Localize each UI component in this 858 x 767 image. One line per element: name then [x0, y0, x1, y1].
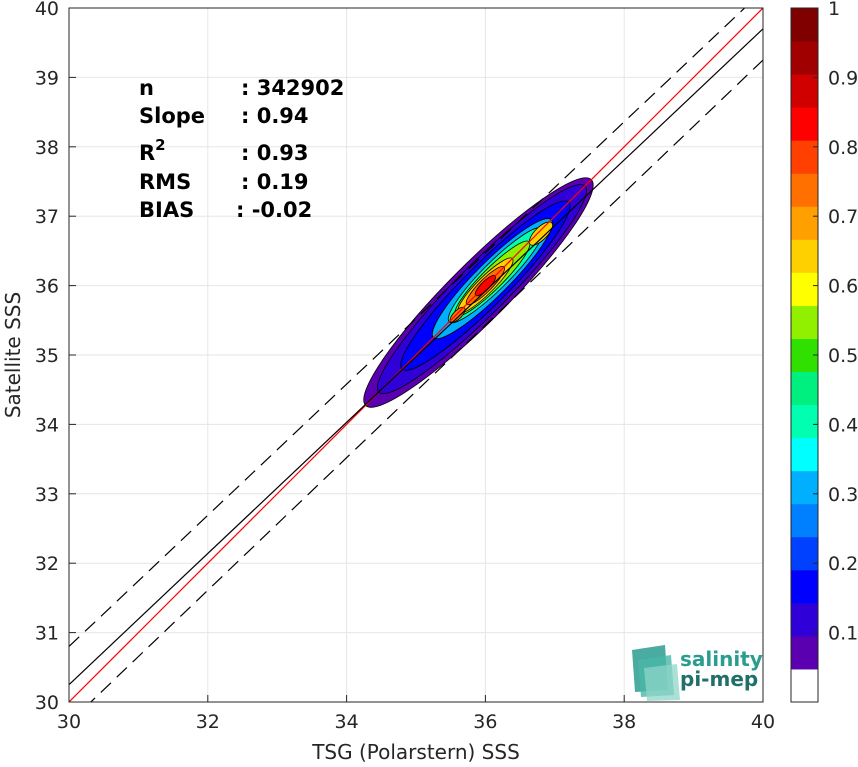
colorbar-segment	[791, 239, 818, 273]
colorbar-segment	[791, 668, 818, 703]
salinity-pi-mep-logo: salinity pi-mep	[632, 645, 763, 701]
logo-line2: pi-mep	[680, 667, 758, 691]
colorbar-segment	[791, 569, 818, 604]
colorbar-segment	[791, 635, 818, 670]
colorbar-segment	[791, 8, 818, 42]
y-tick-label: 40	[35, 0, 59, 20]
stat-value: : -0.02	[236, 198, 312, 222]
one-to-one-line	[69, 8, 763, 702]
stat-label: n	[139, 76, 154, 100]
y-tick-label: 34	[35, 414, 59, 436]
wave-logo-icon	[632, 645, 680, 701]
reference-lines	[69, 8, 763, 702]
colorbar-segment	[791, 536, 818, 571]
y-tick-label: 30	[35, 692, 59, 714]
y-tick-label: 38	[35, 137, 59, 159]
colorbar-tick-label: 0.5	[828, 345, 858, 367]
x-tick-label: 30	[57, 711, 81, 733]
colorbar-segment	[791, 206, 818, 240]
colorbar-tick-label: 0.1	[828, 623, 858, 645]
colorbar-segment	[791, 74, 818, 108]
stat-value: : 342902	[241, 76, 344, 100]
colorbar-segment	[791, 107, 818, 141]
colorbar-tick-label: 0.7	[828, 206, 858, 228]
stat-value: : 0.19	[241, 170, 309, 194]
colorbar-tick-label: 0.3	[828, 484, 858, 506]
y-tick-label: 35	[35, 345, 59, 367]
y-tick-labels: 30 31 32 33 34 35 36 37 38 39 40	[35, 0, 59, 714]
colorbar-segment	[791, 140, 818, 174]
colorbar-segment	[791, 41, 818, 75]
density-contour	[528, 221, 553, 246]
colorbar-tick-label: 0.9	[828, 67, 858, 89]
density-contour	[449, 306, 466, 323]
x-tick-label: 38	[612, 711, 636, 733]
regression-line	[69, 28, 763, 686]
colorbar-tick-label: 0.2	[828, 553, 858, 575]
y-tick-label: 39	[35, 67, 59, 89]
x-tick-labels: 30 32 34 36 38 40	[57, 711, 775, 733]
stat-value: : 0.93	[241, 141, 309, 165]
colorbar-tick-label: 0.8	[828, 137, 858, 159]
colorbar-segment	[791, 404, 818, 439]
plot-frame	[68, 7, 764, 703]
colorbar-segment	[791, 470, 818, 505]
colorbar-tick-label: 0.4	[828, 414, 858, 436]
stat-label-superscript: 2	[155, 136, 165, 154]
x-tick-label: 32	[196, 711, 220, 733]
stat-label: Slope	[139, 104, 205, 128]
colorbar-tick-label: 1	[828, 0, 840, 20]
logo-line1: salinity	[680, 647, 763, 671]
lower-bound-dashed-line	[89, 59, 763, 702]
colorbar: 0.1 0.2 0.3 0.4 0.5 0.6 0.7 0.8 0.9 1	[790, 0, 858, 703]
x-tick-label: 40	[751, 711, 775, 733]
colorbar-segment	[791, 437, 818, 472]
colorbar-tick-label: 0.6	[828, 276, 858, 298]
colorbar-segment	[791, 371, 818, 406]
y-tick-label: 32	[35, 553, 59, 575]
colorbar-segment	[791, 272, 818, 306]
colorbar-segment	[791, 503, 818, 538]
y-tick-label: 36	[35, 276, 59, 298]
y-tick-label: 33	[35, 484, 59, 506]
stat-label: RMS	[139, 170, 191, 194]
stat-label: BIAS	[139, 198, 194, 222]
y-tick-label: 37	[35, 206, 59, 228]
colorbar-segment	[791, 602, 818, 637]
upper-bound-dashed-line	[69, 8, 746, 647]
y-tick-label: 31	[35, 623, 59, 645]
colorbar-segment	[791, 173, 818, 207]
x-axis-label: TSG (Polarstern) SSS	[311, 740, 520, 764]
stat-value: : 0.94	[241, 104, 309, 128]
x-tick-label: 36	[473, 711, 497, 733]
y-axis-label: Satellite SSS	[1, 292, 25, 418]
x-tick-label: 34	[335, 711, 359, 733]
colorbar-segment	[791, 305, 818, 339]
